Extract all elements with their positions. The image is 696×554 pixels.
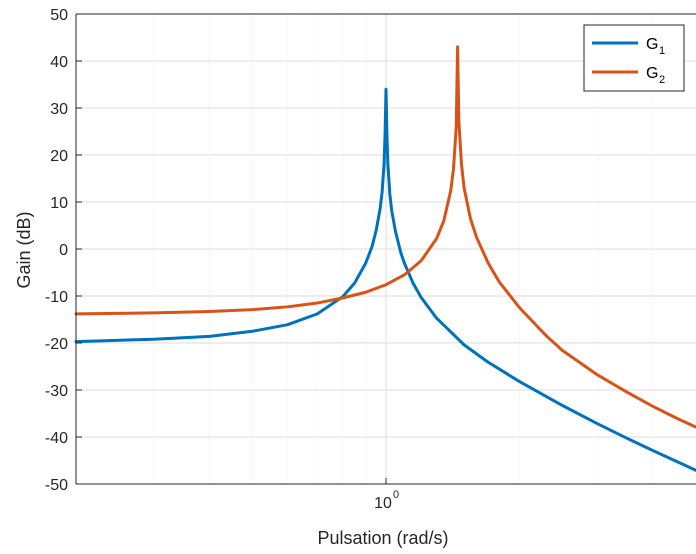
y-tick-label: 40 [50, 54, 68, 71]
y-tick-label: 50 [50, 7, 68, 24]
y-tick-label: -30 [45, 383, 68, 400]
y-tick-label: 0 [59, 242, 68, 259]
legend-label-g1: G [646, 36, 658, 53]
x-tick-label: 10 [374, 495, 392, 512]
y-tick-label: 20 [50, 148, 68, 165]
x-tick-label-exponent: 0 [393, 489, 399, 501]
y-tick-label: -40 [45, 430, 68, 447]
y-tick-label: 30 [50, 101, 68, 118]
legend-label-subscript: 1 [659, 45, 665, 57]
series-line-g1 [74, 87, 696, 472]
legend-label-subscript: 2 [659, 74, 665, 86]
y-tick-label: 10 [50, 195, 68, 212]
axes [75, 13, 696, 485]
legend-label-g2: G [646, 65, 658, 82]
y-tick-label: -50 [45, 477, 68, 494]
x-axis-label: Pulsation (rad/s) [317, 528, 448, 548]
series-line-g2 [74, 45, 696, 429]
legend-box [583, 24, 685, 92]
series-lines [74, 45, 696, 472]
y-tick-label: -20 [45, 336, 68, 353]
legend: G 1G 2 [583, 24, 685, 92]
y-tick-label: -10 [45, 289, 68, 306]
y-axis-label: Gain (dB) [14, 211, 34, 288]
